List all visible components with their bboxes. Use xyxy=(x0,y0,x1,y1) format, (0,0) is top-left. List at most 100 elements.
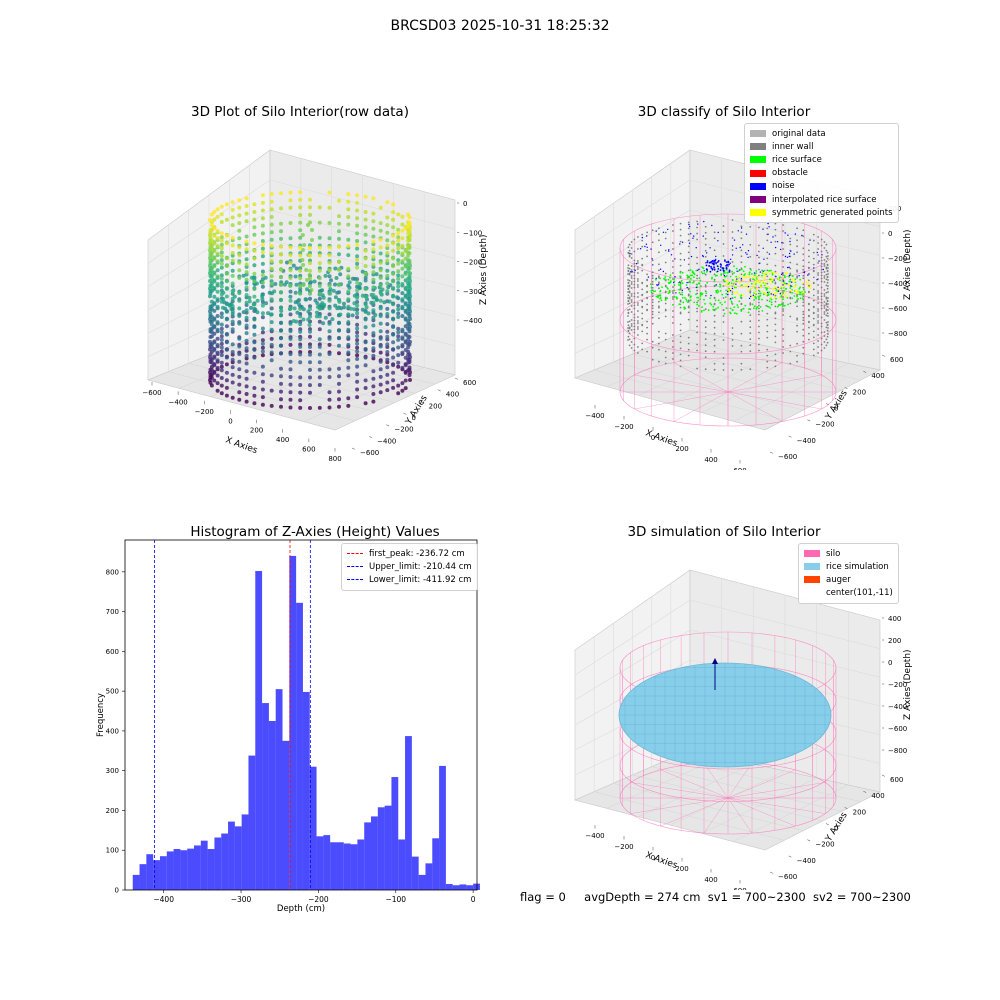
raw-point xyxy=(269,192,274,197)
wall-point xyxy=(802,328,805,331)
symmetric-point xyxy=(742,279,744,282)
raw-point xyxy=(260,242,265,247)
z-tick-label: 0 xyxy=(888,230,892,238)
wall-point xyxy=(696,262,698,265)
noise-point xyxy=(655,230,657,232)
rice-point xyxy=(769,278,771,281)
raw-point xyxy=(208,258,213,263)
center-marker-head xyxy=(712,658,718,664)
symmetric-point xyxy=(810,284,813,287)
raw-point xyxy=(237,374,242,379)
x-tick-label: 400 xyxy=(704,876,717,884)
wall-point xyxy=(740,303,743,306)
rice-point xyxy=(709,297,712,300)
rice-point xyxy=(649,283,652,285)
rice-point xyxy=(781,305,784,308)
wall-point xyxy=(825,291,828,294)
raw-point xyxy=(317,291,322,296)
wall-point xyxy=(758,268,760,271)
wall-point xyxy=(651,346,654,349)
wall-point xyxy=(823,281,826,283)
wall-point xyxy=(774,234,777,237)
wall-point xyxy=(823,277,826,279)
raw-point xyxy=(298,314,303,319)
noise-point xyxy=(686,281,688,284)
rice-point xyxy=(753,274,756,277)
raw-point xyxy=(351,276,355,281)
noise-point xyxy=(719,263,722,266)
wall-point xyxy=(820,304,823,307)
noise-point xyxy=(710,294,712,297)
rice-point xyxy=(716,289,719,292)
raw-point xyxy=(363,386,368,390)
raw-point xyxy=(230,350,235,354)
wall-point xyxy=(722,315,725,317)
raw-point xyxy=(288,298,293,303)
raw-point xyxy=(209,212,214,217)
raw-point xyxy=(269,251,274,256)
symmetric-point xyxy=(725,280,728,282)
wall-point xyxy=(808,279,810,282)
rice-point xyxy=(698,282,700,285)
raw-point xyxy=(396,250,401,255)
noise-point xyxy=(745,233,748,235)
wall-point xyxy=(630,323,633,325)
wall-point xyxy=(633,349,636,352)
histogram-bar xyxy=(241,814,249,890)
wall-point xyxy=(766,354,769,357)
raw-point xyxy=(391,248,396,253)
rice-point xyxy=(788,275,790,278)
raw-point xyxy=(363,256,368,261)
noise-point xyxy=(711,224,713,227)
raw-point xyxy=(219,212,224,217)
raw-point xyxy=(380,287,385,292)
raw-point xyxy=(219,265,224,270)
tick-mark xyxy=(825,823,829,826)
raw-point xyxy=(298,220,303,225)
raw-point xyxy=(403,370,408,375)
wall-point xyxy=(749,225,752,228)
noise-point xyxy=(767,233,769,235)
raw-point xyxy=(355,193,360,198)
legend-swatch xyxy=(347,553,363,555)
raw-point xyxy=(252,332,257,337)
wall-point xyxy=(758,274,760,277)
raw-point xyxy=(237,397,242,402)
wall-point xyxy=(672,278,674,280)
wall-point xyxy=(758,226,760,229)
rice-point xyxy=(660,299,663,302)
wall-point xyxy=(802,253,805,256)
raw-point xyxy=(308,276,312,281)
wall-point xyxy=(704,237,707,240)
wall-point xyxy=(826,257,829,260)
raw-point xyxy=(269,282,274,286)
wall-point xyxy=(651,316,654,319)
noise-point xyxy=(790,250,792,252)
noise-point xyxy=(784,232,786,234)
wall-point xyxy=(774,252,777,255)
wall-point xyxy=(823,241,826,243)
wall-point xyxy=(766,257,769,260)
wall-point xyxy=(628,327,631,330)
raw-point xyxy=(244,196,249,201)
raw-point xyxy=(215,236,220,241)
wall-point xyxy=(766,299,769,302)
rice-point xyxy=(755,297,758,300)
rice-point xyxy=(748,308,750,310)
raw-point xyxy=(298,306,303,311)
noise-point xyxy=(788,266,790,268)
raw-point xyxy=(396,246,401,251)
tick-mark xyxy=(769,451,773,454)
raw-point xyxy=(337,397,341,402)
wall-point xyxy=(627,264,630,267)
raw-point xyxy=(219,276,224,281)
raw-point xyxy=(391,286,396,291)
wall-point xyxy=(812,281,815,284)
raw-point xyxy=(269,327,274,332)
raw-point xyxy=(308,253,312,258)
raw-point xyxy=(269,259,274,264)
raw-point xyxy=(347,285,352,290)
wall-point xyxy=(782,292,784,294)
legend-swatch xyxy=(750,156,766,164)
wall-point xyxy=(658,330,660,333)
